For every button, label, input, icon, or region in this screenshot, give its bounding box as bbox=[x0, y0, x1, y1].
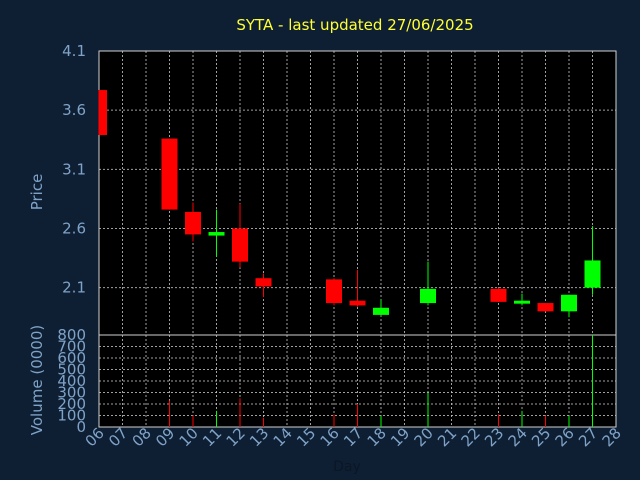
price-tick-label: 2.6 bbox=[62, 220, 86, 238]
volume-tick-label: 400 bbox=[57, 372, 86, 390]
candle-body bbox=[373, 307, 389, 315]
price-axis-label: Price bbox=[28, 174, 46, 211]
volume-tick-label: 500 bbox=[57, 361, 86, 379]
candle-body bbox=[584, 260, 601, 288]
chart-title: SYTA - last updated 27/06/2025 bbox=[236, 16, 473, 34]
volume-tick-label: 800 bbox=[57, 326, 86, 344]
volume-tick-label: 300 bbox=[57, 384, 86, 402]
volume-axis-label: Volume (0000) bbox=[28, 325, 46, 435]
candle-body bbox=[420, 288, 436, 304]
candle-body bbox=[232, 228, 248, 262]
volume-tick-label: 700 bbox=[57, 338, 86, 356]
candle-body bbox=[349, 300, 366, 306]
price-tick-label: 2.1 bbox=[62, 279, 86, 297]
candle-body bbox=[561, 294, 577, 312]
candle-body bbox=[161, 138, 178, 210]
volume-tick-label: 600 bbox=[57, 349, 86, 367]
volume-tick-label: 100 bbox=[57, 407, 86, 425]
price-tick-label: 3.1 bbox=[62, 160, 86, 178]
price-tick-label: 3.6 bbox=[62, 101, 86, 119]
candle-body bbox=[537, 303, 554, 312]
volume-tick-label: 0 bbox=[76, 418, 86, 436]
plot-layer: 4.1 3.6 3.1 2.6 2.1 0100200300400500600700800… bbox=[57, 42, 624, 450]
candle-body bbox=[208, 232, 225, 236]
candle-body bbox=[255, 278, 272, 287]
candle-body bbox=[99, 90, 107, 136]
candle-body bbox=[185, 211, 201, 235]
volume-tick-label: 200 bbox=[57, 395, 86, 413]
candle-body bbox=[326, 279, 342, 304]
candle-body bbox=[514, 300, 530, 304]
x-axis-label: Day bbox=[333, 459, 361, 475]
candle-body bbox=[490, 288, 507, 302]
price-tick-label: 4.1 bbox=[62, 42, 86, 60]
